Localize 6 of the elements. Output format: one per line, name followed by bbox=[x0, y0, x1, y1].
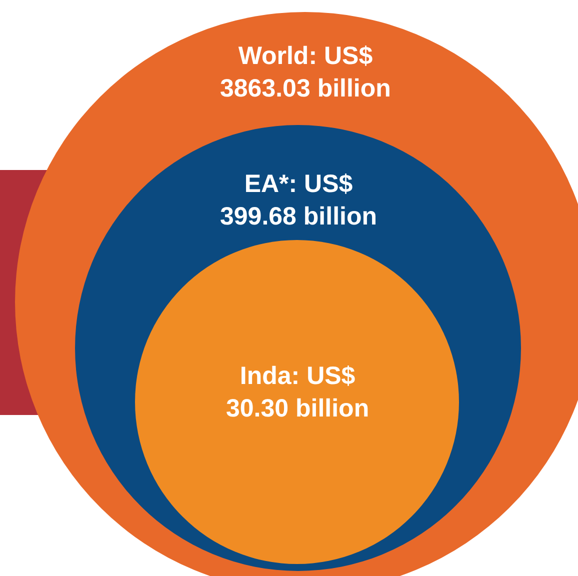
category-label: EA*: US$ bbox=[244, 170, 353, 198]
data-label: 3863.03 billion bbox=[220, 74, 391, 102]
category-label: World: US$ bbox=[238, 42, 373, 70]
data-label: 399.68 billion bbox=[220, 202, 378, 230]
category-label: Inda: US$ bbox=[240, 362, 356, 390]
data-label: 30.30 billion bbox=[226, 394, 370, 422]
